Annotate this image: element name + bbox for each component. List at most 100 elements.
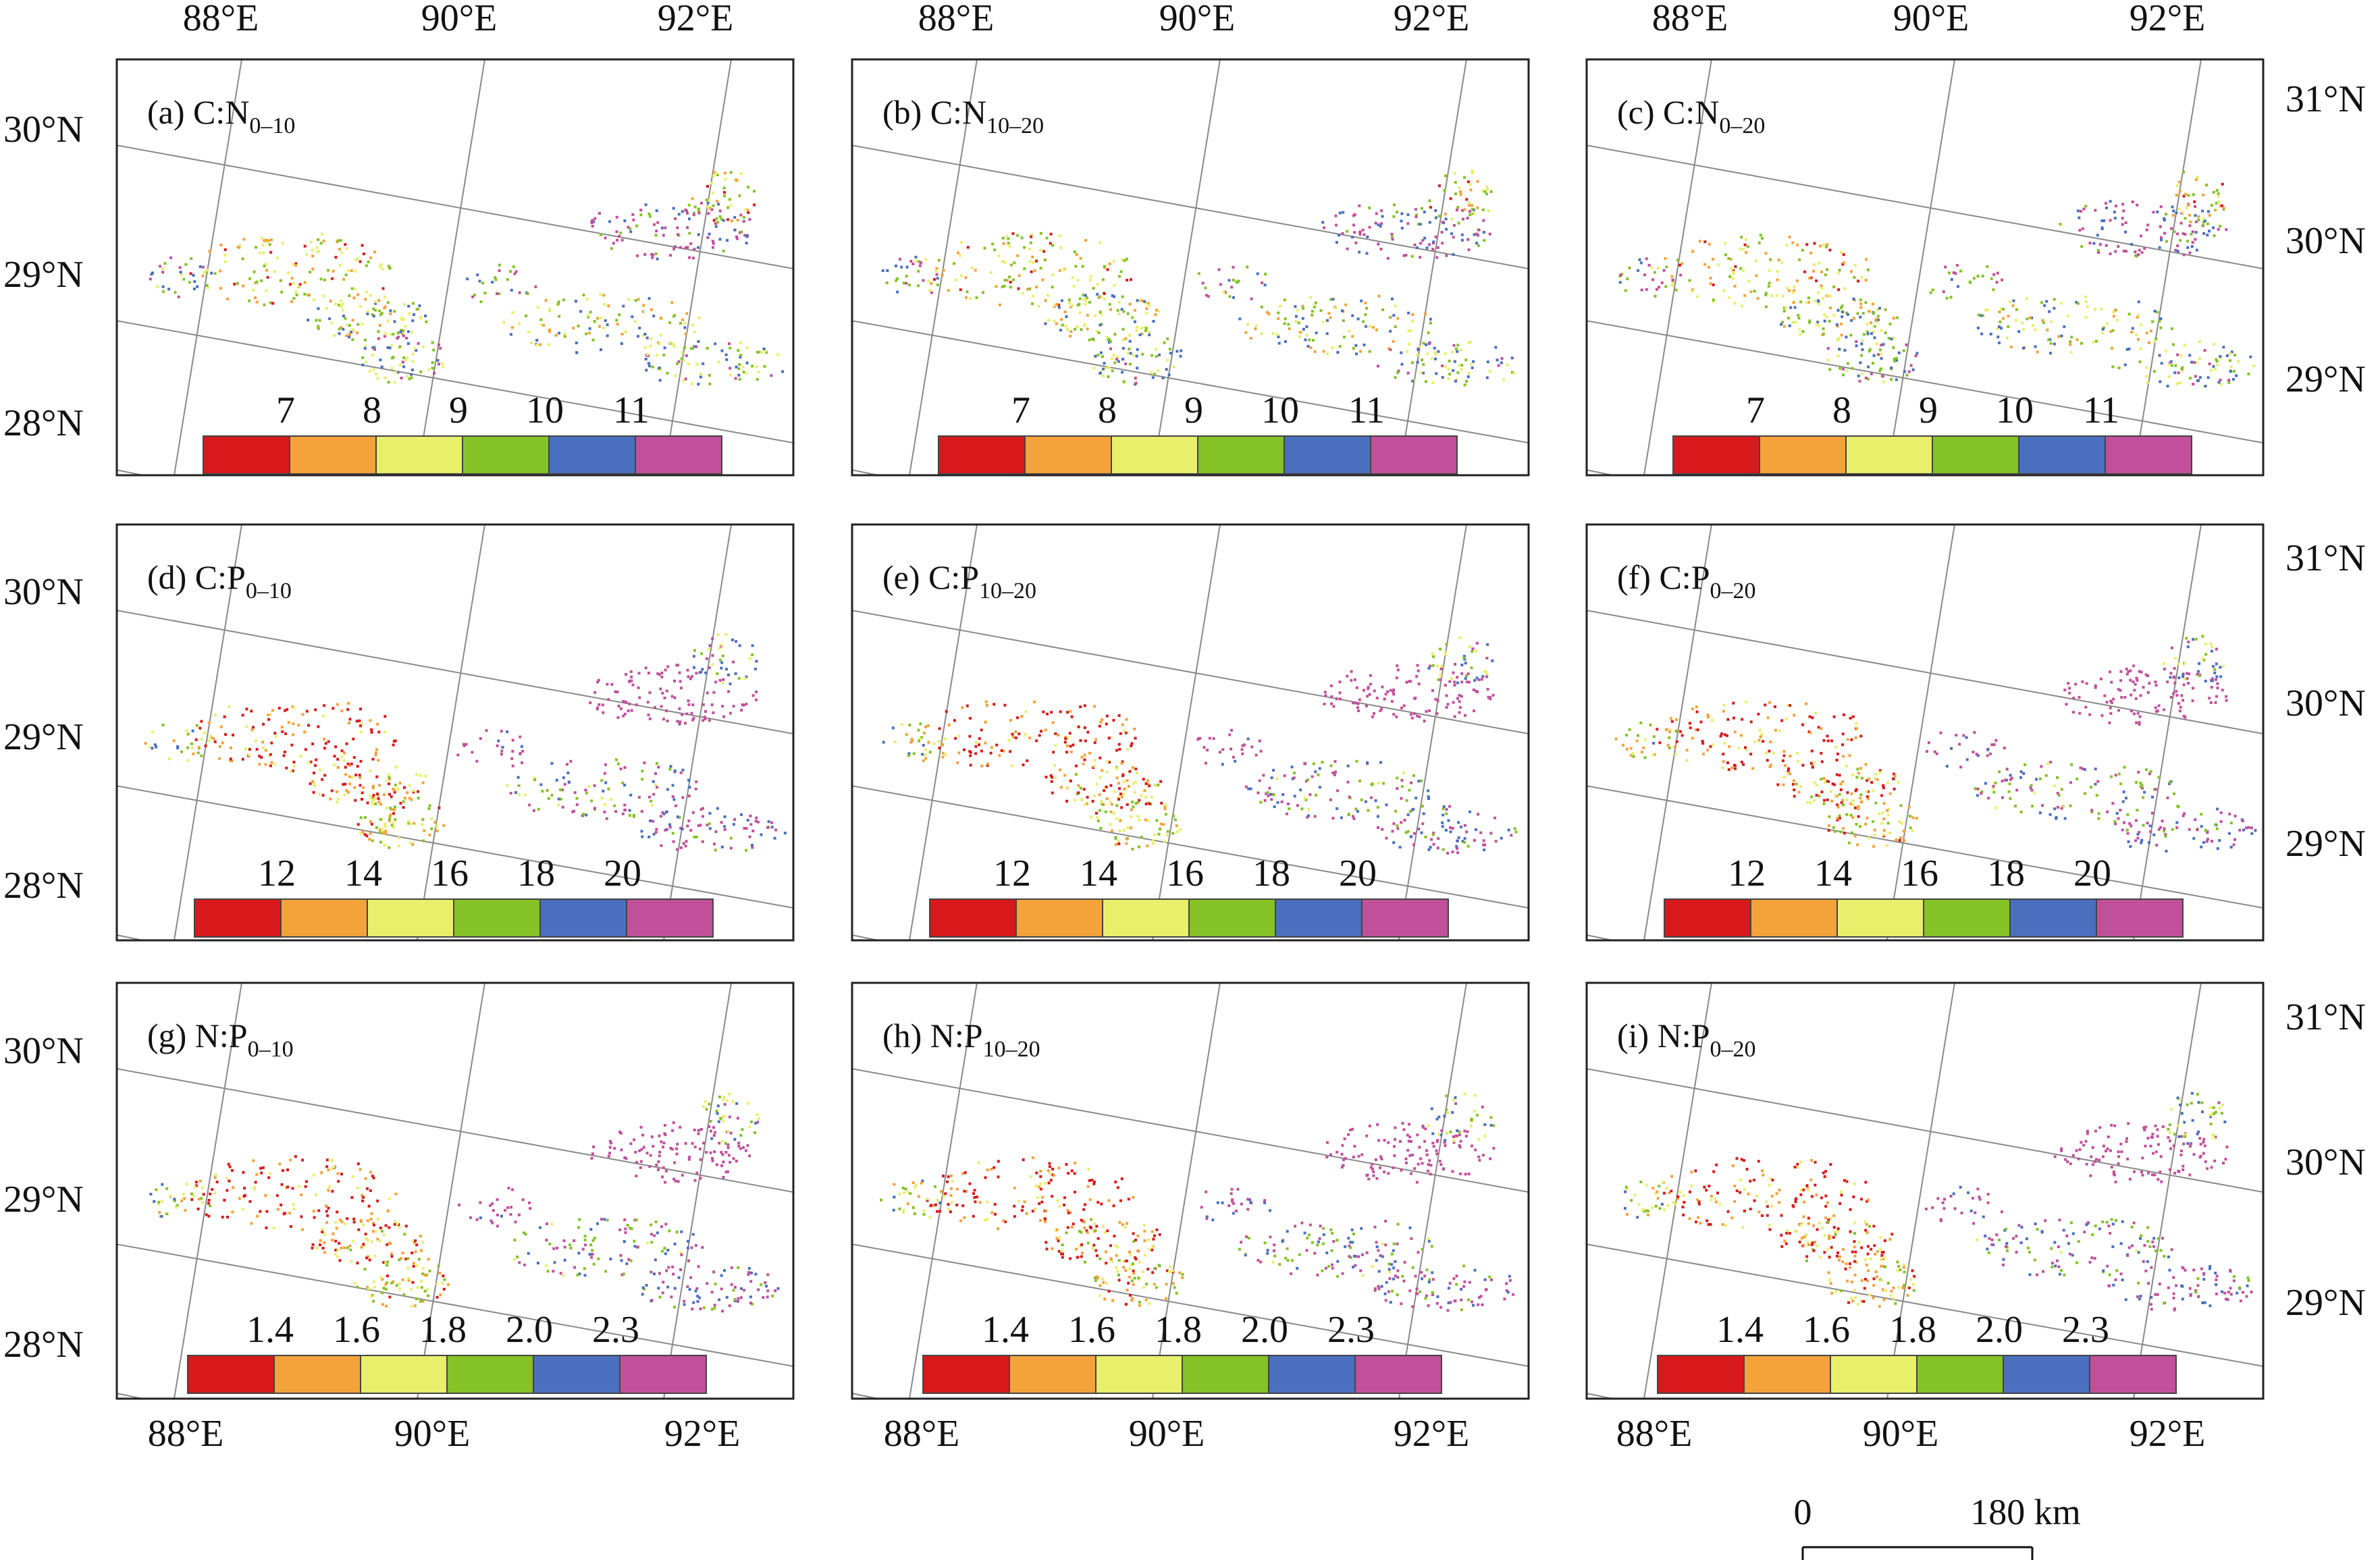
legend: 1.4 1.6 1.8 2.0 2.3	[922, 1309, 1442, 1394]
scale-bar-start: 0	[1794, 1492, 1812, 1532]
legend-swatch	[1657, 1355, 1745, 1394]
raster-pixels	[149, 1092, 780, 1313]
legend-label: 11	[2083, 389, 2119, 431]
lon-label-bottom: 92°E	[664, 1413, 741, 1455]
map-panel-g: (g) N:P0–10 1.4 1.6 1.8 2.0 2.3	[115, 981, 795, 1400]
raster-pixels	[144, 633, 787, 852]
legend-swatch	[2096, 898, 2184, 938]
lat-label-left: 29°N	[3, 254, 84, 296]
legend-label: 10	[1261, 389, 1299, 431]
legend-label: 18	[1252, 853, 1290, 894]
legend: 7 8 9 10 11	[938, 389, 1458, 475]
panels-layer: (a) C:N0–107 8 9 10 11(b) C:N10–207 8 9 10 11(c)…	[115, 58, 2265, 1400]
lon-label-bottom: 90°E	[1129, 1413, 1205, 1455]
legend-label: 1.6	[1803, 1309, 1850, 1351]
legend-label: 18	[1987, 853, 2025, 894]
legend-swatch	[548, 435, 636, 475]
lon-label-top: 92°E	[2130, 0, 2206, 39]
raster-pixels	[149, 171, 785, 386]
lon-label-top: 90°E	[1159, 0, 1236, 39]
map-panel-e: (e) C:P10–20 12 14 16 18 20	[851, 523, 1530, 942]
legend-label: 16	[431, 853, 469, 894]
legend-swatch	[2105, 435, 2192, 475]
legend-label: 2.3	[1327, 1309, 1375, 1351]
legend-swatch	[922, 1355, 1010, 1394]
legend-swatch	[273, 1355, 361, 1394]
lon-label-bottom: 90°E	[394, 1413, 471, 1455]
lon-label-bottom: 90°E	[1863, 1413, 1939, 1455]
legend-label: 16	[1901, 853, 1938, 894]
lon-label-top: 92°E	[658, 0, 734, 39]
legend-label: 10	[1996, 389, 2034, 431]
legend-swatch	[1845, 435, 1933, 475]
map-panel-b: (b) C:N10–20 7 8 9 10 11	[851, 58, 1530, 477]
raster-pixels	[881, 169, 1516, 387]
legend-swatch	[1916, 1355, 2004, 1394]
lat-label-right: 29°N	[2285, 823, 2366, 865]
lat-label-left: 30°N	[3, 109, 84, 151]
legend-label: 2.3	[592, 1309, 639, 1351]
legend-swatch	[1095, 1355, 1183, 1394]
map-panel-d: (d) C:P0–10 12 14 16 18 20	[115, 523, 795, 942]
panel-title: (e) C:P10–20	[882, 558, 1036, 603]
lat-label-right: 31°N	[2285, 537, 2366, 579]
legend-label: 8	[1098, 389, 1117, 431]
lat-label-right: 31°N	[2285, 996, 2366, 1038]
legend-label: 8	[363, 389, 381, 431]
lat-label-right: 31°N	[2285, 78, 2366, 120]
legend-swatch	[1923, 898, 2011, 938]
legend-swatch	[375, 435, 463, 475]
legend-swatch	[1015, 898, 1103, 938]
legend-label: 14	[344, 853, 382, 894]
map-frame	[851, 523, 1530, 942]
legend-label: 1.4	[1716, 1309, 1764, 1351]
legend: 7 8 9 10 11	[203, 389, 722, 475]
raster-pixels	[882, 636, 1518, 855]
legend-label: 14	[1080, 853, 1117, 894]
legend-label: 2.3	[2062, 1309, 2109, 1351]
legend-label: 1.6	[1068, 1309, 1115, 1351]
legend-swatch	[194, 898, 282, 938]
legend-swatch	[1830, 1355, 1918, 1394]
lat-label-right: 30°N	[2285, 1141, 2366, 1183]
legend-swatch	[2089, 1355, 2177, 1394]
legend: 12 14 16 18 20	[194, 853, 714, 938]
map-frame	[115, 981, 795, 1400]
map-frame	[115, 58, 795, 477]
legend-label: 11	[613, 389, 650, 431]
lat-label-right: 30°N	[2285, 220, 2366, 262]
legend-swatch	[367, 898, 454, 938]
lon-label-top: 90°E	[1893, 0, 1969, 39]
legend-swatch	[462, 435, 550, 475]
lat-label-right: 29°N	[2285, 358, 2366, 400]
legend-swatch	[1275, 898, 1363, 938]
graticule	[1587, 59, 2263, 475]
legend-label: 11	[1348, 389, 1385, 431]
lon-label-top: 92°E	[1394, 0, 1470, 39]
legend-swatch	[539, 898, 627, 938]
legend-swatch	[289, 435, 377, 475]
legend-swatch	[1102, 898, 1190, 938]
map-frame	[1585, 523, 2265, 942]
lat-label-left: 28°N	[3, 1324, 84, 1366]
raster-pixels	[880, 1092, 1515, 1312]
panel-title: (d) C:P0–10	[147, 558, 292, 603]
lat-label-right: 29°N	[2285, 1282, 2366, 1324]
legend-swatch	[1009, 1355, 1096, 1394]
legend-swatch	[2003, 1355, 2090, 1394]
legend-swatch	[2009, 898, 2097, 938]
legend-swatch	[1836, 898, 1924, 938]
lon-label-top: 90°E	[421, 0, 498, 39]
lat-label-right: 30°N	[2285, 682, 2366, 724]
map-panel-a: (a) C:N0–10 7 8 9 10 11	[115, 58, 795, 477]
legend-swatch	[619, 1355, 707, 1394]
lat-label-left: 30°N	[3, 1030, 84, 1072]
raster-pixels	[1614, 635, 2257, 853]
legend-swatch	[635, 435, 722, 475]
legend-label: 16	[1166, 853, 1204, 894]
raster-pixels	[1623, 1092, 2253, 1312]
map-panel-f: (f) C:P0–20 12 14 16 18 20	[1585, 523, 2265, 942]
map-frame	[1585, 58, 2265, 477]
legend-label: 9	[449, 389, 468, 431]
